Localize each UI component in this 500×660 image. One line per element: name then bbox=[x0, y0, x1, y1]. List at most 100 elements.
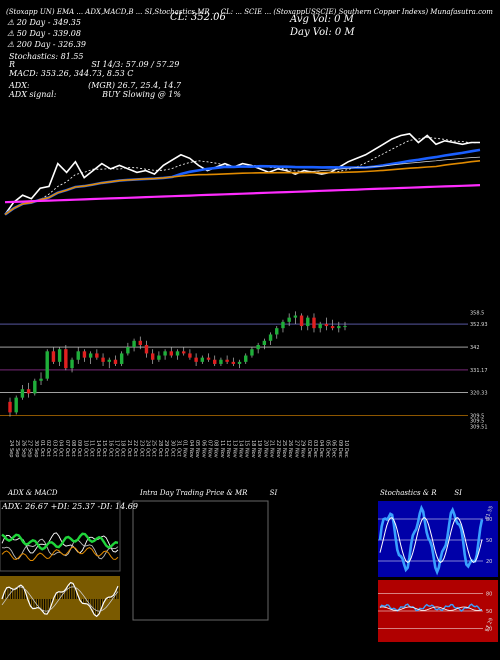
candle-body bbox=[330, 326, 335, 329]
dma20-label: ⚠ 20 Day - 349.35 bbox=[7, 18, 81, 27]
date-tick-label: 04 Oct bbox=[58, 440, 64, 457]
stochastics-panel-title: Stochastics & R SI bbox=[380, 489, 462, 497]
date-tick-label: 30 Oct bbox=[169, 440, 175, 457]
candle-body bbox=[200, 357, 205, 362]
date-tick-label: 19 Nov bbox=[256, 440, 262, 458]
macd-line bbox=[1, 581, 119, 618]
rsi-line bbox=[379, 603, 483, 612]
candle-body bbox=[213, 359, 217, 364]
date-tick-label: 10 Dec bbox=[343, 440, 349, 458]
candle-body bbox=[281, 321, 285, 329]
dma50-label: ⚠ 50 Day - 339.08 bbox=[7, 29, 81, 38]
stochastics-tick-label: 20 bbox=[486, 559, 492, 565]
candle-body bbox=[64, 349, 68, 369]
candle-body bbox=[337, 326, 341, 329]
date-tick-label: 16 Oct bbox=[107, 440, 113, 457]
stochastics-tick-label: 80 bbox=[486, 517, 492, 523]
date-tick-label: 29 Nov bbox=[300, 440, 306, 458]
candle-body bbox=[82, 351, 87, 358]
ma5-line bbox=[4, 136, 481, 215]
candle-body bbox=[101, 357, 105, 362]
adx-panel-frame bbox=[0, 500, 121, 572]
date-tick-label: 04 Dec bbox=[318, 440, 324, 458]
macd-lines bbox=[1, 581, 119, 618]
candle-body bbox=[250, 349, 254, 356]
candle-body bbox=[175, 351, 180, 356]
date-tick-label: 05 Dec bbox=[324, 440, 330, 458]
stochastics-label: Stochastics: 81.55 bbox=[9, 52, 84, 61]
date-tick-label: 08 Oct bbox=[70, 440, 76, 457]
candlesticks bbox=[8, 311, 347, 417]
close-price-line bbox=[4, 132, 480, 215]
minus-di-line bbox=[1, 538, 119, 560]
price-tick-label: 320.33 bbox=[470, 391, 488, 397]
candle-body bbox=[113, 359, 118, 364]
date-tick-label: 10 Oct bbox=[82, 440, 88, 457]
ma50-line bbox=[4, 160, 481, 216]
candle-body bbox=[237, 361, 242, 364]
avg-volume-label: Avg Vol: 0 M bbox=[290, 14, 354, 25]
date-tick-label: 29 Oct bbox=[163, 440, 169, 457]
date-tick-label: 03 Oct bbox=[51, 440, 57, 457]
macd-panel-bg bbox=[0, 576, 120, 620]
header-strip: (Stoxapp UN) EMA ... ADX,MACD,B ... SI,S… bbox=[6, 8, 493, 16]
candle-body bbox=[107, 359, 111, 362]
candle-body bbox=[8, 401, 12, 413]
intraday-panel-frame bbox=[132, 500, 269, 621]
date-tick-label: 06 Nov bbox=[200, 440, 206, 458]
date-tick-label: 31 Oct bbox=[176, 440, 182, 457]
rsi-value: 57.29 bbox=[484, 617, 495, 633]
price-gridlines bbox=[0, 323, 468, 416]
date-tick-label: 17 Oct bbox=[113, 440, 119, 457]
date-tick-label: 24 Oct bbox=[144, 440, 150, 457]
candle-body bbox=[144, 345, 149, 354]
date-tick-label: 26 Sep bbox=[20, 440, 26, 457]
day-volume-label: Day Vol: 0 M bbox=[290, 27, 355, 38]
date-tick-label: 27 Nov bbox=[293, 440, 299, 458]
date-tick-label: 01 Nov bbox=[182, 440, 188, 458]
stochastics-tick-label: 50 bbox=[486, 538, 492, 544]
date-tick-label: 28 Oct bbox=[157, 440, 163, 457]
candle-body bbox=[312, 317, 316, 329]
price-tick-label: 309.5 bbox=[470, 419, 484, 425]
date-tick-label: 22 Oct bbox=[132, 440, 138, 457]
ma200-line bbox=[4, 184, 481, 204]
candle-body bbox=[45, 351, 49, 379]
candle-body bbox=[33, 380, 37, 394]
date-tick-label: 11 Nov bbox=[219, 440, 225, 458]
date-tick-label: 07 Nov bbox=[207, 440, 213, 458]
candle-body bbox=[39, 378, 43, 381]
date-tick-label: 25 Nov bbox=[281, 440, 287, 458]
adx-panel-title: ADX & MACD bbox=[8, 489, 58, 497]
candle-body bbox=[318, 323, 322, 329]
date-tick-label: 04 Nov bbox=[188, 440, 194, 458]
date-tick-label: 20 Nov bbox=[262, 440, 268, 458]
candle-body bbox=[262, 340, 267, 345]
date-tick-label: 13 Nov bbox=[231, 440, 237, 458]
price-tick-label: 309.51 bbox=[470, 425, 488, 431]
date-tick-label: 07 Oct bbox=[64, 440, 70, 457]
date-tick-label: 22 Nov bbox=[275, 440, 281, 458]
candle-body bbox=[275, 328, 279, 335]
date-tick-label: 02 Oct bbox=[45, 440, 51, 457]
date-tick-label: 09 Dec bbox=[337, 440, 343, 458]
candle-body bbox=[206, 357, 211, 360]
date-tick-label: 06 Dec bbox=[331, 440, 337, 458]
candle-body bbox=[181, 351, 186, 354]
date-tick-label: 02 Dec bbox=[306, 440, 312, 458]
date-tick-label: 18 Oct bbox=[120, 440, 126, 457]
candle-body bbox=[194, 357, 198, 362]
stochastics-panel-bg bbox=[378, 501, 498, 577]
date-tick-label: 26 Nov bbox=[287, 440, 293, 458]
date-tick-label: 08 Nov bbox=[213, 440, 219, 458]
date-tick-label: 03 Dec bbox=[312, 440, 318, 458]
candle-body bbox=[20, 389, 25, 398]
candle-body bbox=[132, 340, 136, 348]
candle-body bbox=[119, 353, 124, 364]
plus-di-line bbox=[1, 532, 119, 554]
candle-body bbox=[138, 340, 142, 345]
dma200-label: ⚠ 200 Day - 326.39 bbox=[7, 40, 87, 49]
date-tick-label: 15 Oct bbox=[101, 440, 107, 457]
adx-ref-line bbox=[1, 546, 119, 561]
candle-body bbox=[14, 397, 18, 413]
